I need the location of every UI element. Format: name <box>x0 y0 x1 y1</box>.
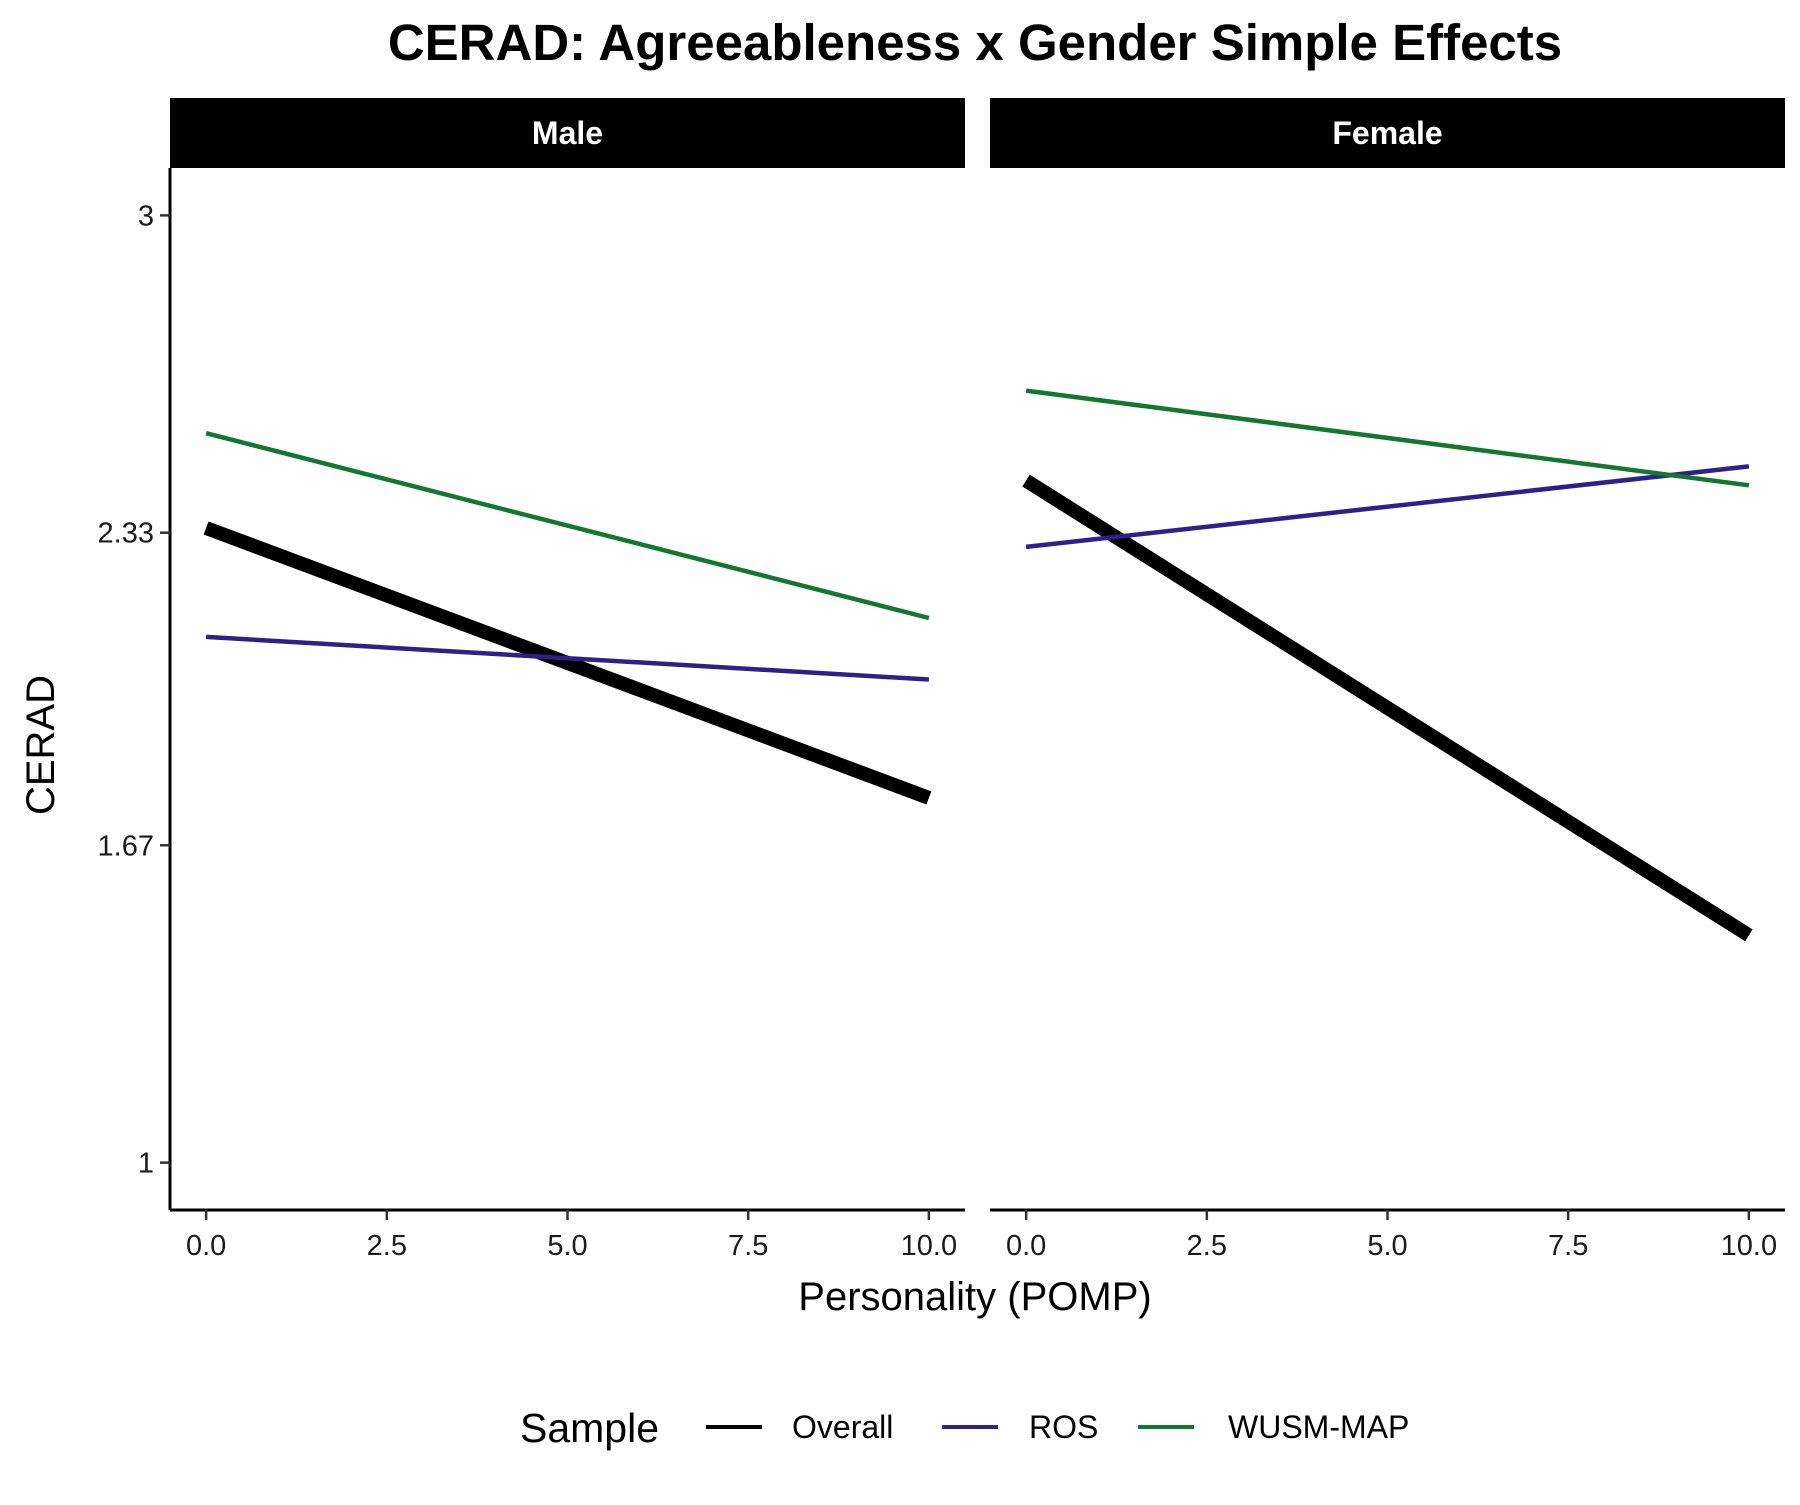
series-line-female-wusm-map <box>1025 388 1750 488</box>
strip-label-male: Male <box>532 115 603 151</box>
legend-title: Sample <box>520 1405 659 1451</box>
chart-title: CERAD: Agreeableness x Gender Simple Eff… <box>388 14 1562 71</box>
x-tick-label-female-3: 7.5 <box>1548 1230 1588 1262</box>
y-axis-title: CERAD <box>19 675 63 815</box>
strip-label-female: Female <box>1332 115 1442 151</box>
y-tick-label-1: 1.67 <box>98 830 154 862</box>
series-line-male-overall <box>203 521 932 805</box>
legend-label-ros: ROS <box>1029 1409 1098 1445</box>
series-line-male-ros <box>205 634 930 682</box>
series-line-female-overall <box>1022 474 1753 942</box>
legend-label-wusm-map: WUSM-MAP <box>1228 1409 1409 1445</box>
panels: Male 0.0 2.5 5.0 7.5 10.0 1 1.67 2.33 3 Female 0.0 2… <box>98 98 1785 1262</box>
y-tick-label-2: 2.33 <box>98 518 154 550</box>
series-line-male-wusm-map <box>205 431 930 621</box>
x-tick-label-male-1: 2.5 <box>367 1230 407 1262</box>
x-tick-label-female-0: 0.0 <box>1006 1230 1046 1262</box>
x-tick-label-female-1: 2.5 <box>1187 1230 1227 1262</box>
y-tick-label-0: 1 <box>138 1148 154 1180</box>
x-axis-title: Personality (POMP) <box>798 1275 1151 1319</box>
x-tick-label-female-4: 10.0 <box>1721 1230 1777 1262</box>
x-tick-label-male-0: 0.0 <box>186 1230 226 1262</box>
strip-male <box>170 98 965 168</box>
legend: Sample Overall ROS WUSM-MAP <box>520 1405 1409 1451</box>
x-tick-label-female-2: 5.0 <box>1367 1230 1407 1262</box>
x-tick-label-male-2: 5.0 <box>547 1230 587 1262</box>
series-line-female-ros <box>1025 464 1750 550</box>
y-tick-label-3: 3 <box>138 200 154 232</box>
x-tick-label-male-3: 7.5 <box>728 1230 768 1262</box>
x-tick-label-male-4: 10.0 <box>901 1230 957 1262</box>
panel-female: Female 0.0 2.5 5.0 7.5 10.0 <box>990 98 1785 1262</box>
panel-male: Male 0.0 2.5 5.0 7.5 10.0 1 1.67 2.33 3 <box>98 98 965 1262</box>
legend-label-overall: Overall <box>792 1409 893 1445</box>
strip-female <box>990 98 1785 168</box>
